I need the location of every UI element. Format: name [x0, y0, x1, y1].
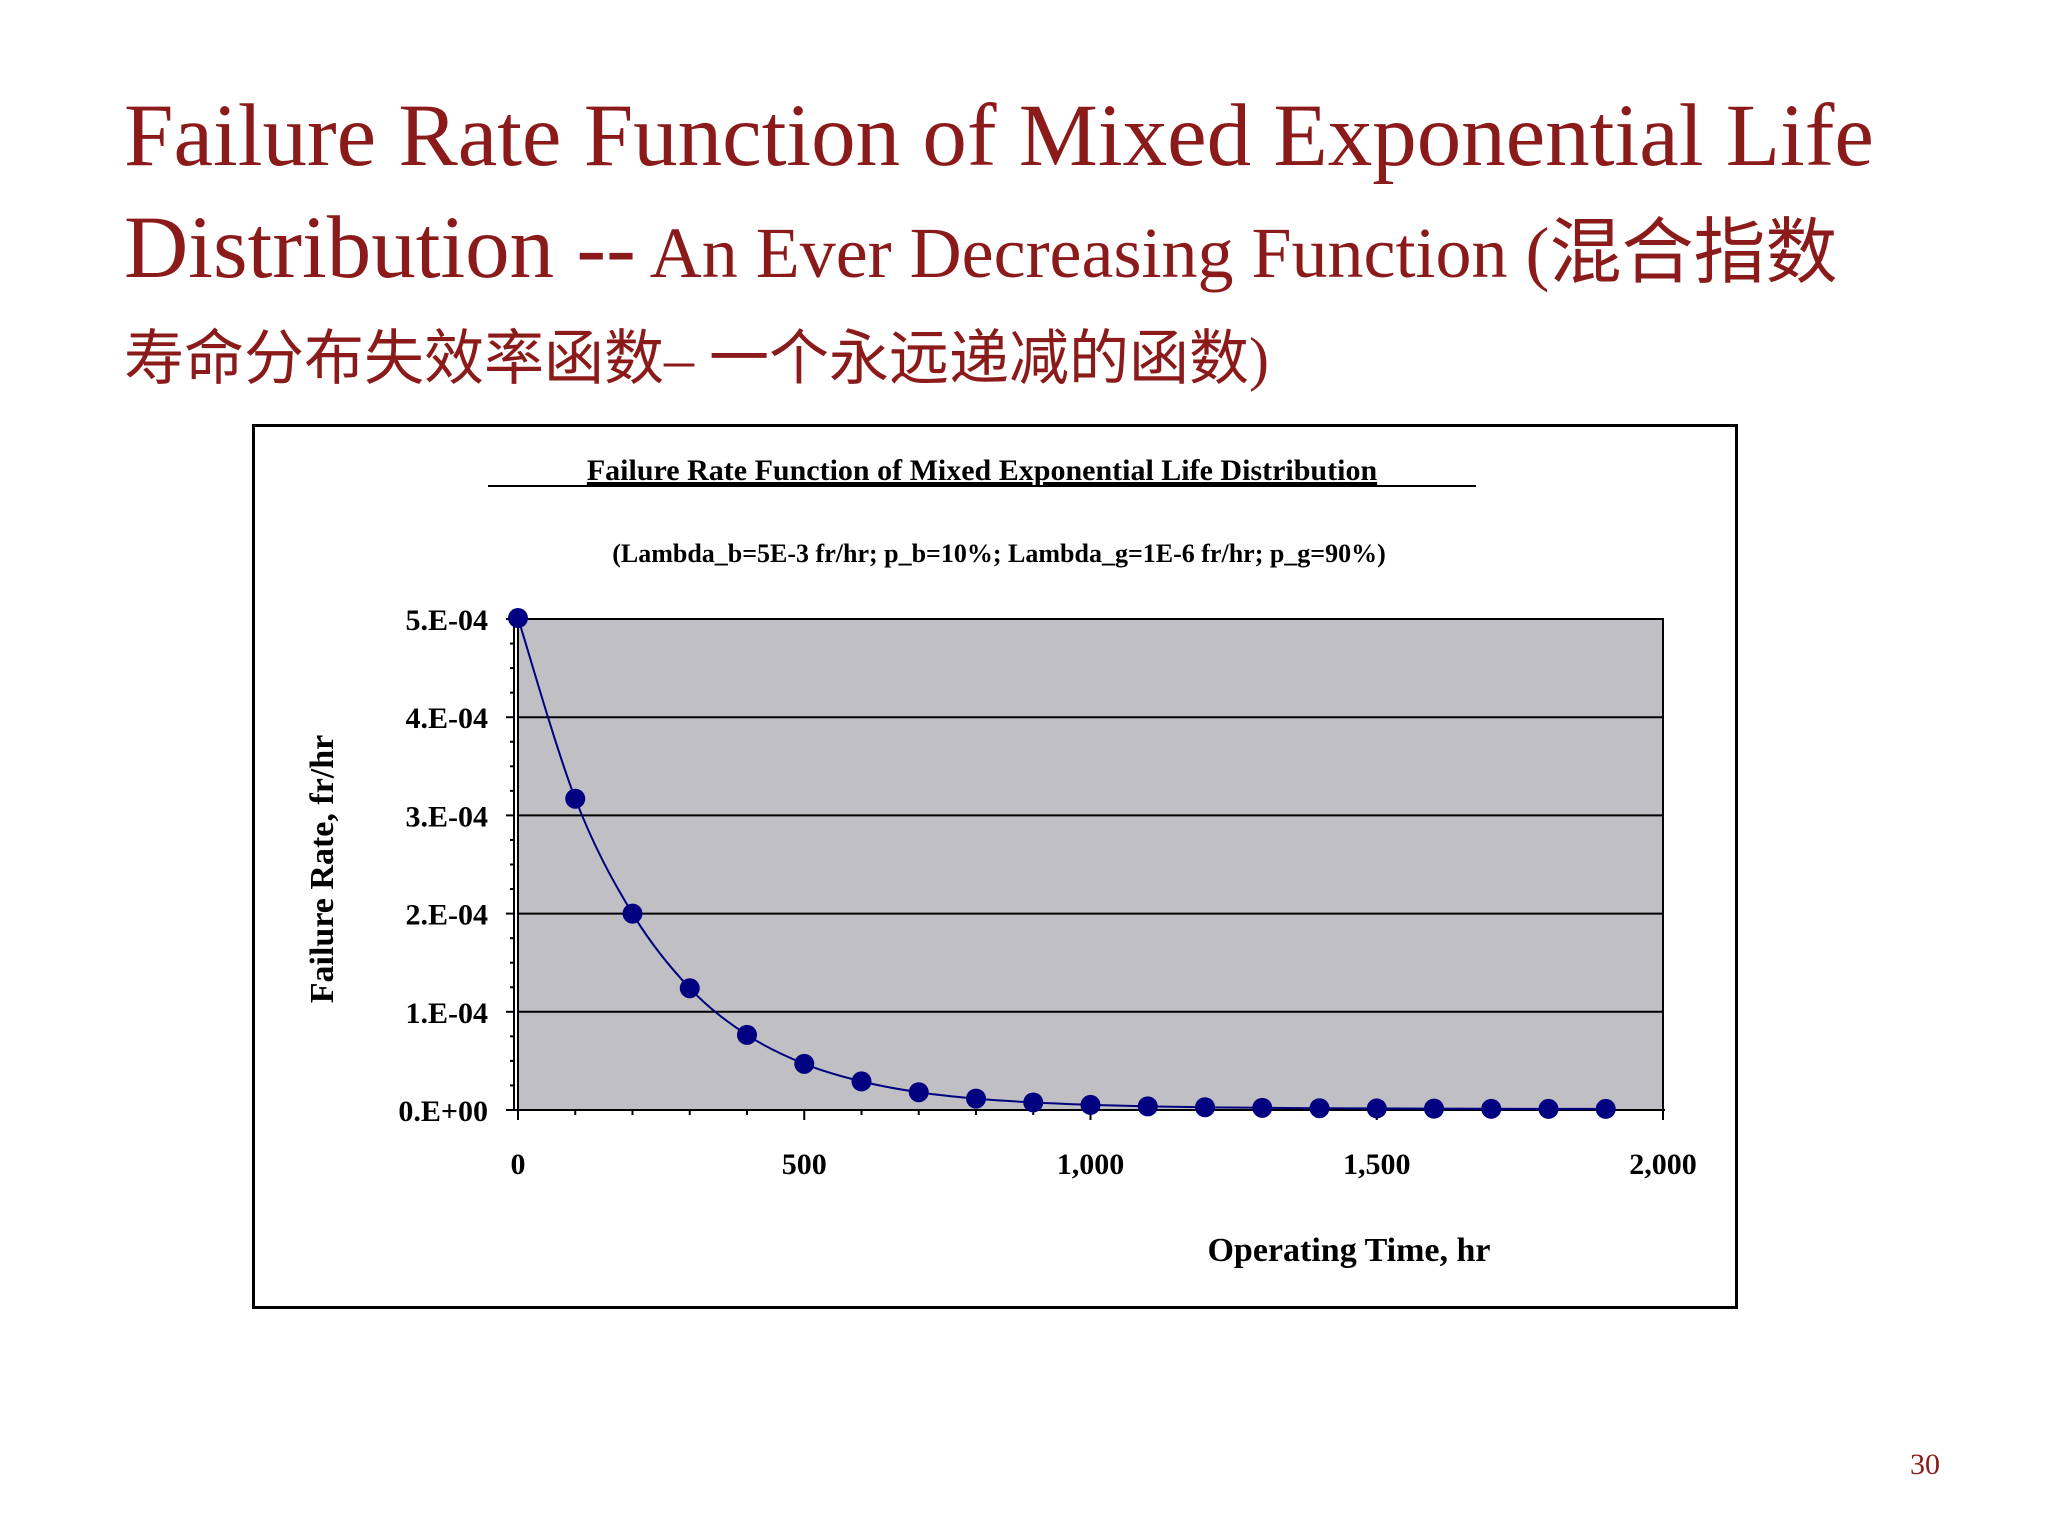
slide-title: Failure Rate Function of Mixed Exponenti…: [124, 80, 1964, 409]
data-point: [1195, 1097, 1215, 1118]
x-tick-label: 1,500: [1343, 1148, 1411, 1181]
data-point: [851, 1071, 872, 1092]
data-point: [1538, 1098, 1559, 1119]
gridlines: [518, 618, 1663, 1013]
page-number: 30: [1910, 1448, 1940, 1481]
x-axis-label: Operating Time, hr: [1207, 1232, 1490, 1269]
x-tick-labels: 0 500 1,000 1,500 2,000: [511, 1148, 1697, 1181]
x-tick-label: 500: [782, 1148, 827, 1181]
x-tick-label: 2,000: [1629, 1148, 1697, 1181]
data-point: [1424, 1098, 1444, 1119]
data-point: [1080, 1094, 1101, 1115]
title-line-2-main: Distribution --: [124, 199, 636, 297]
data-point: [737, 1024, 757, 1045]
data-point: [1366, 1098, 1387, 1119]
y-axis-label: Failure Rate, fr/hr: [304, 735, 341, 1003]
data-point: [1137, 1096, 1158, 1117]
title-line-1: Failure Rate Function of Mixed Exponenti…: [124, 87, 1874, 185]
x-tick-label: 1,000: [1057, 1148, 1125, 1181]
x-tick-label: 0: [511, 1148, 526, 1181]
series-points: [508, 608, 1616, 1119]
y-tick-labels: 0.E+00 1.E-04 2.E-04 3.E-04 4.E-04 5.E-04: [398, 604, 488, 1128]
data-point: [1481, 1098, 1502, 1119]
title-line-2-sub: An Ever Decreasing Function (混合指数: [635, 213, 1838, 293]
data-point: [622, 903, 643, 924]
data-point: [1252, 1097, 1273, 1118]
y-tick-label: 5.E-04: [406, 604, 489, 637]
data-point: [1309, 1098, 1330, 1119]
title-line-2: Distribution -- An Ever Decreasing Funct…: [124, 192, 1964, 309]
y-tick-label: 4.E-04: [406, 702, 489, 735]
chart-frame: Failure Rate Function of Mixed Exponenti…: [252, 424, 1738, 1309]
data-point: [1595, 1098, 1616, 1119]
data-point: [908, 1082, 929, 1103]
data-point: [679, 978, 700, 999]
data-point: [508, 608, 528, 629]
data-point: [966, 1088, 986, 1109]
chart-title: Failure Rate Function of Mixed Exponenti…: [587, 454, 1378, 487]
y-tick-label: 3.E-04: [406, 800, 489, 833]
data-point: [565, 788, 586, 809]
plot-area: [517, 618, 1664, 1111]
y-tick-label: 1.E-04: [406, 997, 489, 1030]
chart-subtitle: (Lambda_b=5E-3 fr/hr; p_b=10%; Lambda_g=…: [612, 539, 1386, 568]
title-line-3: 寿命分布失效率函数– 一个永远递减的函数): [124, 326, 1269, 392]
y-tick-label: 0.E+00: [398, 1095, 488, 1128]
y-tick-label: 2.E-04: [406, 899, 489, 932]
data-point: [794, 1053, 815, 1074]
failure-rate-chart: Failure Rate Function of Mixed Exponenti…: [304, 454, 1697, 1269]
data-point: [1023, 1092, 1044, 1113]
